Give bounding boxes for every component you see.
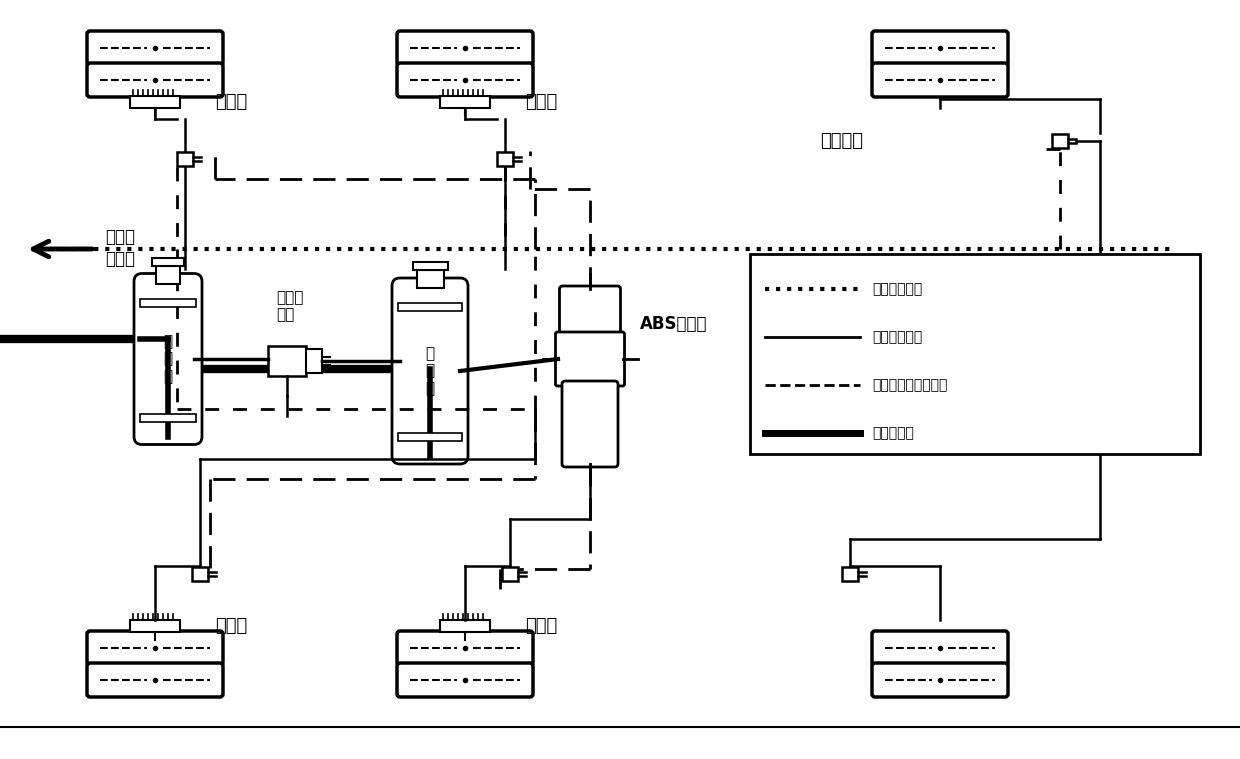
FancyBboxPatch shape [872,63,1008,97]
FancyBboxPatch shape [872,663,1008,697]
FancyBboxPatch shape [872,631,1008,665]
FancyBboxPatch shape [397,631,533,665]
Bar [140,298,196,307]
Bar [306,349,322,373]
Bar [502,567,518,581]
Bar [268,346,306,376]
FancyBboxPatch shape [134,273,202,445]
Text: 主供气管路: 主供气管路 [872,426,914,440]
Bar [417,270,444,288]
Text: 传感器: 传感器 [525,617,557,635]
FancyBboxPatch shape [397,31,533,65]
FancyBboxPatch shape [559,286,620,362]
Bar [842,567,858,581]
FancyBboxPatch shape [872,31,1008,65]
FancyBboxPatch shape [556,332,625,386]
Text: ABS组合阀: ABS组合阀 [640,315,708,333]
Bar [398,303,463,311]
Bar [192,567,208,581]
Text: 传感器: 传感器 [215,617,247,635]
FancyBboxPatch shape [87,663,223,697]
Bar [440,96,490,108]
Bar [177,152,193,166]
Bar [153,257,184,266]
Bar [140,414,196,421]
Bar [440,620,490,632]
Text: 驶方向: 驶方向 [105,250,135,268]
Text: 储
气
罐: 储 气 罐 [164,334,172,384]
Bar [130,620,180,632]
Bar [497,152,513,166]
Bar [1052,134,1068,148]
FancyBboxPatch shape [87,31,223,65]
FancyBboxPatch shape [562,381,618,467]
Bar [398,433,463,441]
Text: 制车控制管路: 制车控制管路 [872,282,923,296]
Bar [750,254,1200,454]
Text: 紧急继
动阀: 紧急继 动阀 [277,290,304,323]
Text: 储
气
罐: 储 气 罐 [425,346,434,396]
Bar [130,96,180,108]
FancyBboxPatch shape [87,631,223,665]
Bar [156,266,180,284]
FancyBboxPatch shape [397,663,533,697]
Text: 制动气室: 制动气室 [820,132,863,150]
FancyBboxPatch shape [87,63,223,97]
Text: 挂车行: 挂车行 [105,228,135,246]
Bar [413,262,448,270]
FancyBboxPatch shape [397,63,533,97]
Text: 传感器: 传感器 [525,93,557,111]
Text: 传感器连接线: 传感器连接线 [872,330,923,344]
Text: 供给制动气室的管路: 供给制动气室的管路 [872,378,947,392]
Text: 传感器: 传感器 [215,93,247,111]
FancyBboxPatch shape [392,278,467,464]
